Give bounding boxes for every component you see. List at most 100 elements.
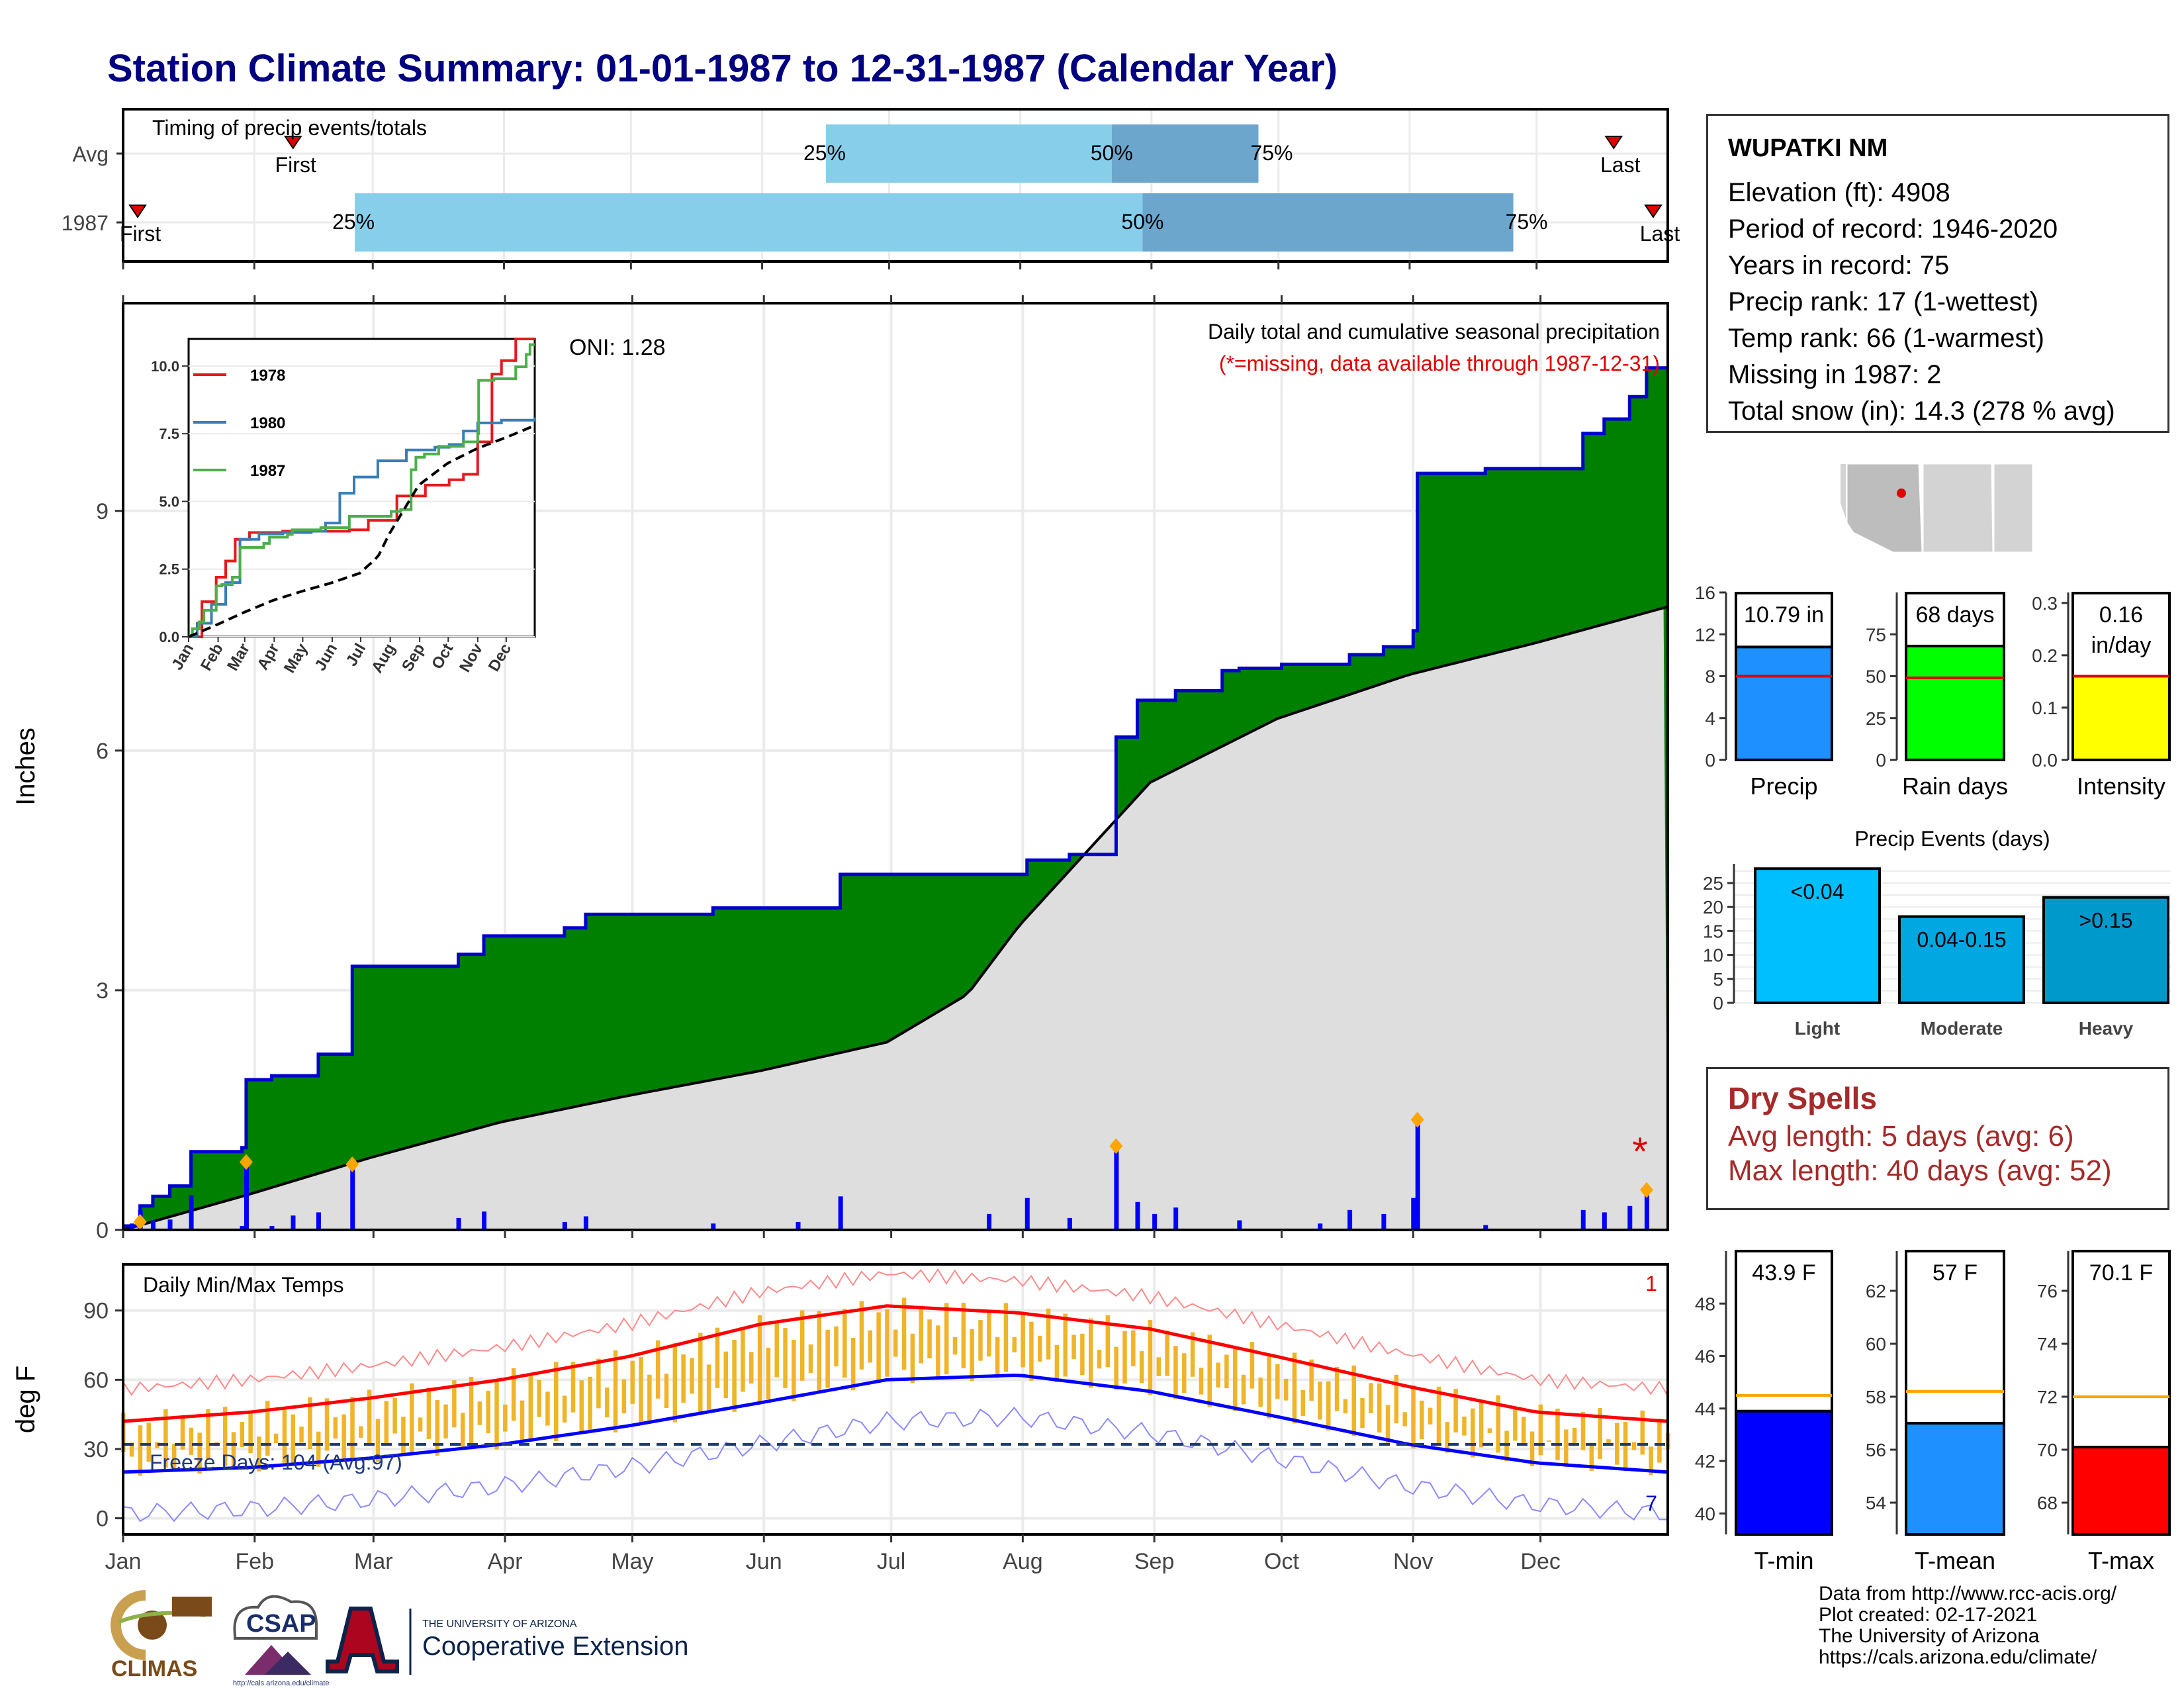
temp-daily-range-bar <box>1224 1354 1229 1389</box>
inset-y-tick-label: 10.0 <box>151 358 179 375</box>
events-y-tick-label: 20 <box>1703 897 1723 917</box>
t-min-category-label: T-min <box>1754 1547 1814 1574</box>
events-bar-label: >0.15 <box>2079 909 2133 933</box>
precip-total-y-tick-label: 8 <box>1705 667 1715 687</box>
temp-daily-range-bar <box>537 1380 541 1417</box>
temp-daily-range-bar <box>257 1436 261 1472</box>
temp-daily-range-bar <box>1504 1430 1509 1462</box>
daily-precip-bar <box>1580 1209 1586 1230</box>
temp-daily-range-bar <box>1097 1349 1102 1369</box>
timing-q25-q50-bar <box>825 124 1112 183</box>
inset-legend-label: 1978 <box>250 367 285 385</box>
daily-precip-bar <box>1135 1201 1140 1230</box>
credit-line: https://cals.arizona.edu/climate/ <box>1819 1646 2097 1668</box>
temp-daily-range-bar <box>1436 1386 1441 1444</box>
temp-daily-range-bar <box>180 1415 185 1450</box>
t-max-y-tick-label: 74 <box>2037 1334 2058 1354</box>
temp-daily-range-bar <box>1071 1335 1076 1359</box>
month-label: Apr <box>488 1549 523 1574</box>
t-min-y-tick-label: 46 <box>1695 1346 1715 1367</box>
temp-record-high-count: 1 <box>1645 1272 1657 1295</box>
temp-daily-range-bar <box>1038 1335 1042 1362</box>
inset-x-tick-label: Jul <box>343 641 370 670</box>
daily-precip-bar <box>562 1221 567 1230</box>
t-mean-y-tick-label: 58 <box>1866 1387 1886 1407</box>
temp-daily-range-bar <box>723 1351 729 1399</box>
temp-daily-range-bar <box>1114 1346 1118 1390</box>
new-mexico-shape <box>1921 462 1995 554</box>
timing-title: Timing of precip events/totals <box>152 116 427 140</box>
timing-last-label: Last <box>1600 153 1641 177</box>
temp-daily-range-bar <box>1394 1374 1399 1424</box>
inset-series-line <box>189 338 535 638</box>
temp-daily-range-bar <box>774 1323 779 1378</box>
temp-daily-range-bar <box>1088 1318 1093 1388</box>
temp-daily-range-bar <box>129 1442 134 1457</box>
temp-daily-range-bar <box>1351 1365 1357 1436</box>
temp-daily-range-bar <box>273 1433 279 1444</box>
temp-daily-range-bar <box>1156 1357 1161 1376</box>
events-category-label: Moderate <box>1921 1018 2003 1039</box>
rain-days-value-label: 68 days <box>1915 602 1994 628</box>
temp-daily-range-bar <box>570 1362 576 1413</box>
temp-daily-range-bar <box>248 1411 253 1454</box>
timing-q25-q50-bar <box>355 193 1143 252</box>
timing-row-label: 1987 <box>62 211 109 235</box>
events-y-tick-label: 25 <box>1703 873 1723 894</box>
intensity-value-unit: in/day <box>2091 633 2152 658</box>
month-label: Nov <box>1393 1549 1433 1574</box>
dry-spells-box: Dry Spells Avg length: 5 days (avg: 6) M… <box>1706 1067 2169 1210</box>
inset-panel <box>187 338 536 638</box>
t-mean-y-tick-label: 62 <box>1866 1281 1886 1301</box>
temp-daily-range-bar <box>1640 1410 1645 1455</box>
timing-row-label: Avg <box>72 142 109 166</box>
rain-days-y-tick-label: 75 <box>1866 624 1886 645</box>
daily-precip-bar <box>987 1213 992 1230</box>
timing-last-marker <box>1604 136 1623 150</box>
timing-last-label: Last <box>1640 222 1680 246</box>
precip-y-tick-label: 9 <box>96 499 109 524</box>
temp-daily-range-bar <box>1402 1412 1407 1427</box>
temp-daily-range-bar <box>741 1328 745 1392</box>
temp-daily-range-bar <box>630 1360 635 1404</box>
temp-daily-range-bar <box>1309 1359 1314 1401</box>
month-label: Mar <box>354 1549 393 1574</box>
t-min-value-label: 43.9 F <box>1752 1260 1815 1286</box>
precip-total-y-tick-label: 4 <box>1705 708 1715 729</box>
timing-q50-q75-bar <box>1111 124 1259 183</box>
timing-q50-label: 50% <box>1121 210 1163 234</box>
t-mean-y-tick-label: 56 <box>1866 1440 1886 1460</box>
events-category-label: Light <box>1795 1018 1840 1039</box>
temp-daily-range-bar <box>1326 1381 1331 1431</box>
station-temp-rank: Temp rank: 66 (1-warmest) <box>1728 324 2044 353</box>
temp-daily-range-bar <box>350 1397 355 1460</box>
temp-daily-range-bar <box>1241 1374 1246 1405</box>
temp-daily-range-bar <box>1513 1409 1518 1441</box>
temp-daily-range-bar <box>1360 1398 1365 1429</box>
temp-daily-range-bar <box>528 1376 533 1440</box>
temp-daily-range-bar <box>681 1354 686 1403</box>
texas-shape <box>1992 462 2034 554</box>
temp-daily-range-bar <box>1496 1395 1501 1453</box>
temp-daily-range-bar <box>1250 1342 1255 1389</box>
daily-precip-bar <box>244 1162 249 1230</box>
temp-daily-range-bar <box>222 1407 228 1466</box>
snow-marker <box>1109 1138 1123 1154</box>
temp-daily-range-bar <box>1572 1427 1577 1446</box>
daily-precip-bar <box>1644 1194 1649 1230</box>
temp-daily-range-bar <box>1529 1431 1535 1466</box>
precip-total-category-label: Precip <box>1750 773 1817 800</box>
temp-daily-range-bar <box>604 1387 610 1418</box>
temp-daily-range-bar <box>655 1340 660 1399</box>
temp-daily-range-bar <box>206 1409 210 1460</box>
temp-record-low-count: 7 <box>1645 1491 1657 1515</box>
rain-days-category-label: Rain days <box>1902 773 2008 800</box>
timing-first-marker <box>128 205 147 218</box>
temp-daily-range-bar <box>1148 1320 1153 1395</box>
temp-daily-range-bar <box>282 1409 287 1463</box>
temp-daily-range-bar <box>477 1401 482 1425</box>
temp-daily-range-bar <box>757 1315 762 1404</box>
temp-daily-range-bar <box>783 1328 788 1388</box>
inset-x-tick-label: Apr <box>253 641 283 673</box>
